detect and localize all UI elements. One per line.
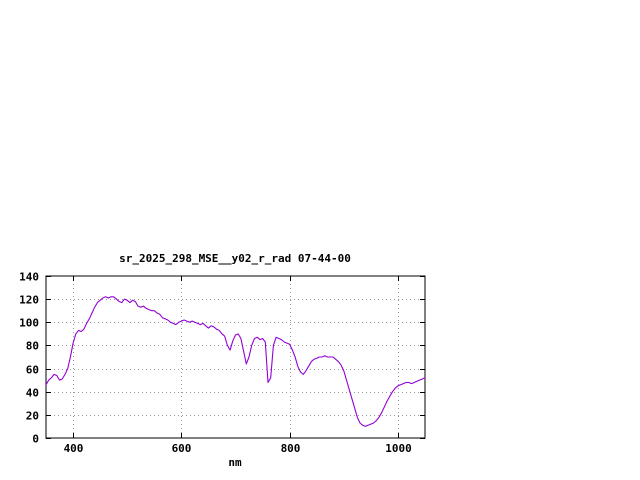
y-tick-label: 100 bbox=[19, 317, 39, 330]
tick-labels: 400 600 800 1000 0 20 40 60 80 100 120 140 bbox=[19, 271, 412, 456]
y-tick-label: 120 bbox=[19, 294, 39, 307]
y-tick-label: 40 bbox=[26, 387, 39, 400]
x-tick-label: 1000 bbox=[385, 442, 412, 455]
x-tick-label: 800 bbox=[281, 442, 301, 455]
y-tick-label: 80 bbox=[26, 340, 39, 353]
chart-title: sr_2025_298_MSE__y02_r_rad 07-44-00 bbox=[119, 252, 351, 265]
x-tick-label: 400 bbox=[64, 442, 84, 455]
y-tick-label: 0 bbox=[32, 433, 39, 446]
x-axis-label: nm bbox=[228, 456, 242, 469]
y-tick-label: 20 bbox=[26, 410, 39, 423]
data-series-line bbox=[45, 296, 426, 427]
plot-border bbox=[45, 275, 426, 439]
axis-ticks bbox=[46, 276, 425, 439]
y-tick-label: 60 bbox=[26, 364, 39, 377]
grid-lines bbox=[46, 276, 425, 438]
x-tick-label: 600 bbox=[172, 442, 192, 455]
y-tick-label: 140 bbox=[19, 271, 39, 284]
